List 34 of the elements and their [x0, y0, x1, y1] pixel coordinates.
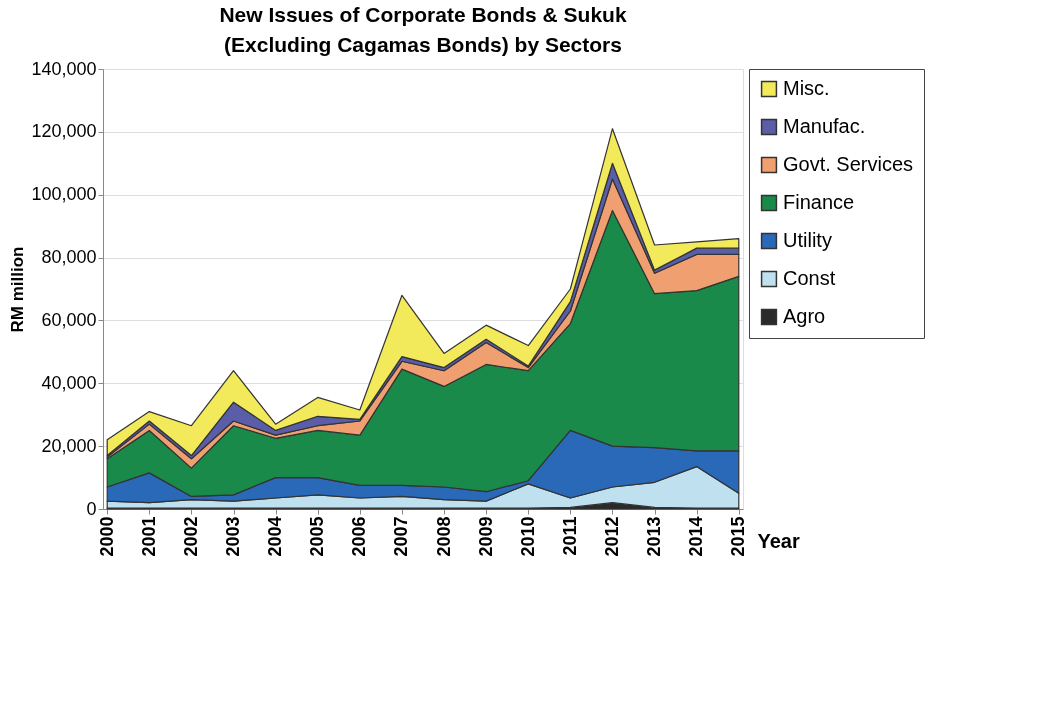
legend-label: Const — [783, 267, 836, 289]
x-tick-label: 2015 — [728, 516, 749, 557]
y-tick-label: 0 — [86, 498, 97, 519]
x-tick-label: 2004 — [265, 516, 286, 557]
legend-label: Manufac. — [783, 115, 866, 137]
x-axis-title: Year — [757, 529, 800, 552]
x-tick-label: 2007 — [391, 516, 412, 557]
y-tick-label: 80,000 — [41, 247, 97, 268]
x-tick-label: 2002 — [180, 516, 201, 557]
x-tick-label: 2005 — [307, 516, 328, 557]
y-tick-label: 20,000 — [41, 435, 97, 456]
x-tick-label: 2000 — [96, 516, 117, 557]
x-tick-label: 2012 — [601, 516, 622, 557]
y-tick-label: 60,000 — [41, 309, 97, 330]
legend-label: Utility — [783, 229, 832, 251]
x-tick-label: 2001 — [138, 516, 159, 557]
x-tick-label: 2013 — [644, 516, 665, 557]
x-tick-label: 2003 — [223, 516, 244, 557]
legend-label: Misc. — [783, 77, 830, 99]
x-tick-label: 2009 — [475, 516, 496, 557]
y-tick-label: 140,000 — [31, 58, 97, 79]
x-tick-label: 2011 — [559, 516, 580, 556]
y-axis-title: RM million — [8, 246, 28, 333]
x-tick-label: 2010 — [517, 516, 538, 557]
legend-label: Agro — [783, 305, 826, 327]
chart-title: New Issues of Corporate Bonds & Sukuk (Excluding Cagamas Bonds) by Sectors — [219, 3, 627, 56]
y-tick-label: 100,000 — [31, 184, 97, 205]
y-tick-label: 40,000 — [41, 372, 97, 393]
x-tick-label: 2008 — [433, 516, 454, 557]
x-tick-label: 2006 — [349, 516, 370, 557]
legend-label: Finance — [783, 191, 855, 213]
y-tick-label: 120,000 — [31, 121, 97, 142]
x-tick-label: 2014 — [686, 516, 707, 557]
legend-label: Govt. Services — [783, 153, 914, 175]
